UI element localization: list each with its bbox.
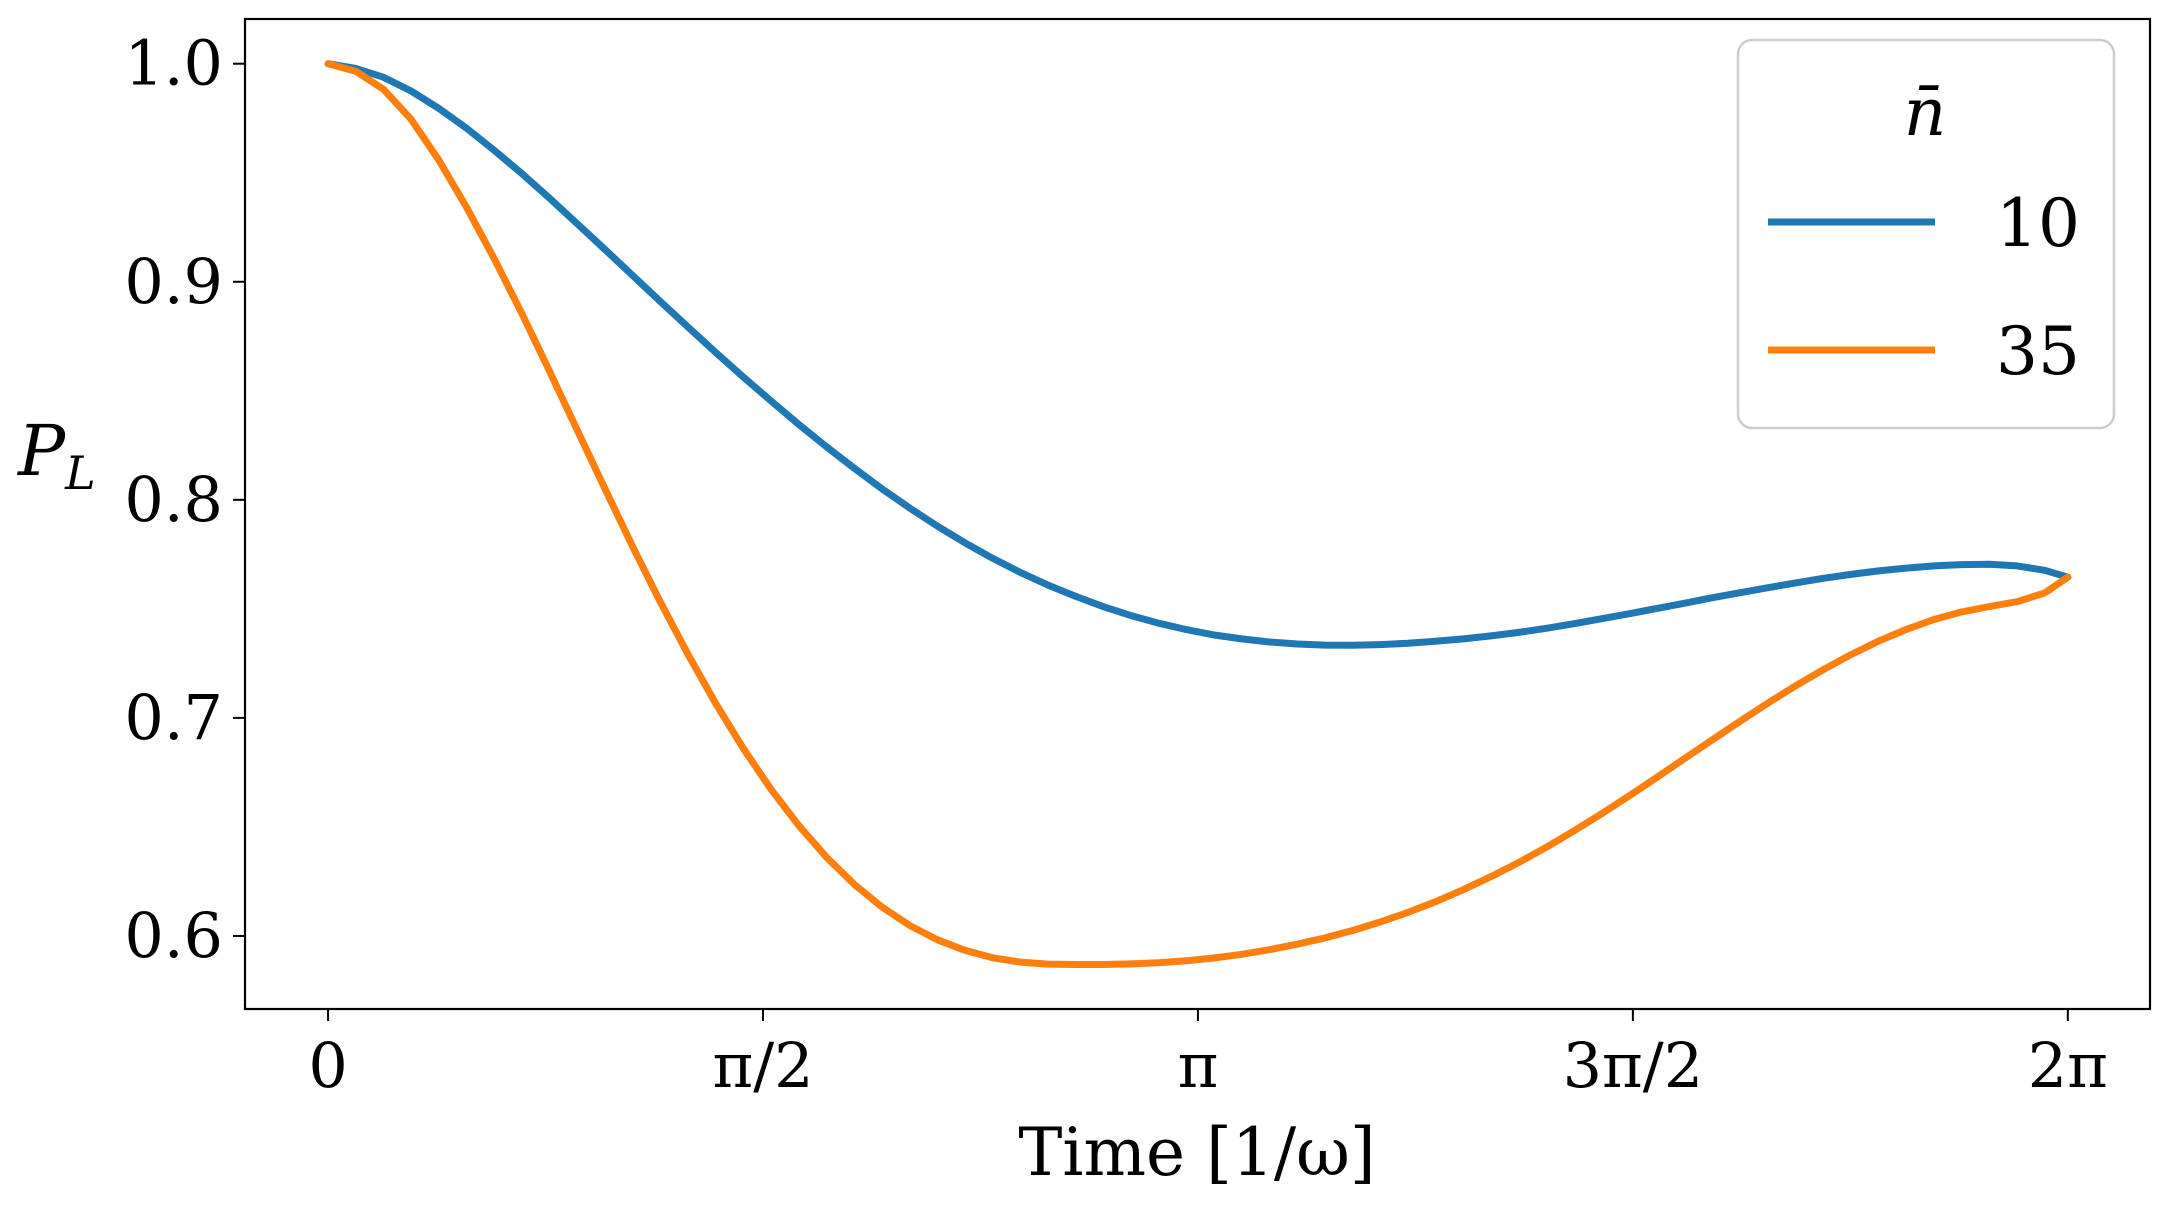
y-tick-label: 0.9 (124, 245, 223, 318)
y-tick-label: 0.7 (124, 681, 223, 754)
x-axis-label: Time [1/ω] (1018, 1114, 1375, 1191)
y-axis-label-sub: L (64, 446, 96, 500)
legend-label-35: 35 (1996, 313, 2080, 390)
legend-box (1736, 38, 2116, 430)
series-line-35 (324, 60, 2072, 968)
legend-entries: 10 35 (1768, 185, 2080, 390)
legend-label-10: 10 (1996, 185, 2080, 262)
y-axis-ticks: 0.6 0.7 0.8 0.9 1.0 (124, 27, 245, 972)
y-tick-label: 1.0 (124, 27, 223, 100)
y-tick-label: 0.8 (124, 463, 223, 536)
legend-title: n̄ (1904, 74, 1947, 151)
plot-area: 0 π/2 π 3π/2 2π 0.6 0.7 0.8 0.9 1.0 (124, 17, 2152, 1102)
series-group (324, 60, 2072, 968)
x-tick-label: π (1178, 1029, 1219, 1102)
legend: n̄ 10 35 (1736, 38, 2116, 430)
x-tick-label: 2π (2028, 1029, 2108, 1102)
x-tick-label: 3π/2 (1563, 1029, 1704, 1102)
y-tick-label: 0.6 (124, 899, 223, 972)
series-line-10 (324, 60, 2072, 649)
x-tick-label: 0 (308, 1029, 347, 1102)
x-tick-label: π/2 (712, 1029, 813, 1102)
y-axis-label-main: P (16, 410, 67, 492)
y-axis-label: PL (16, 410, 96, 500)
x-axis-ticks: 0 π/2 π 3π/2 2π (308, 1009, 2108, 1102)
